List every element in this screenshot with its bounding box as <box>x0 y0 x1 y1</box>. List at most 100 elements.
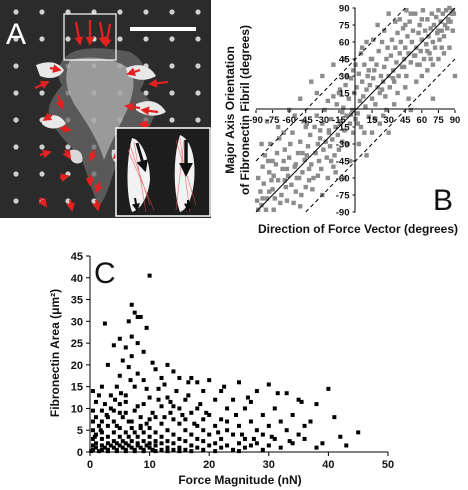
chart-b-point <box>303 124 308 130</box>
chart-c-point <box>207 432 212 437</box>
chart-b-point <box>418 48 423 54</box>
chart-b-point <box>292 113 297 118</box>
chart-b-x-tick-label: 30 <box>383 115 394 126</box>
chart-b-point <box>279 192 284 198</box>
chart-c-point <box>147 273 152 278</box>
chart-c-point <box>132 384 137 389</box>
chart-c-point <box>159 441 164 446</box>
chart-b-point <box>408 11 413 16</box>
chart-b-point <box>356 71 362 76</box>
chart-c-point <box>171 417 176 422</box>
chart-c-point <box>171 404 176 409</box>
chart-c-point <box>239 432 244 437</box>
chart-b-point <box>391 102 397 107</box>
chart-c-y-tick-label: 20 <box>71 360 83 372</box>
chart-c-point <box>132 408 137 413</box>
chart-b-point <box>298 204 303 209</box>
chart-b-point <box>439 28 444 33</box>
micropost <box>13 9 19 15</box>
chart-b-point <box>406 51 411 56</box>
chart-b-point <box>282 178 287 183</box>
chart-c-point <box>105 434 110 439</box>
chart-c-point <box>231 447 236 452</box>
chart-b-point <box>265 158 271 164</box>
chart-b-point <box>407 19 412 24</box>
chart-b-point <box>393 19 398 24</box>
chart-b-point <box>316 158 322 164</box>
chart-c-point <box>96 423 101 428</box>
chart-c-point <box>231 397 236 402</box>
chart-c-point <box>99 443 104 448</box>
chart-c-point <box>144 325 149 330</box>
chart-b-point <box>336 90 342 96</box>
micropost <box>195 36 201 42</box>
chart-b-y-tick-label: -15 <box>336 123 350 134</box>
chart-c-point <box>114 441 119 446</box>
chart-c-point <box>171 447 176 452</box>
chart-c-point <box>93 441 98 446</box>
chart-c-point <box>195 406 200 411</box>
chart-b-point <box>262 153 268 158</box>
chart-c-point <box>213 397 218 402</box>
chart-c-point <box>314 445 319 450</box>
micropost <box>195 9 201 15</box>
force-arrow <box>102 23 112 48</box>
chart-c-point <box>105 441 110 446</box>
chart-c-point <box>147 445 152 450</box>
chart-b-point <box>311 175 316 181</box>
chart-b-point <box>355 111 360 116</box>
chart-c-point <box>260 432 265 437</box>
chart-b-y-tick-label: 45 <box>339 55 350 66</box>
chart-c-point <box>150 410 155 415</box>
chart-c-point <box>356 430 361 435</box>
panel-b-chart: -90 -75 -60 -45 -30 -15 15 30 45 60 75 90 907560453… <box>223 4 460 237</box>
chart-c-point <box>138 423 143 428</box>
chart-c-y-tick-label: 0 <box>77 447 83 459</box>
inset-arrow-small-left <box>132 197 140 212</box>
chart-b-point <box>436 56 441 62</box>
chart-b-point <box>304 121 310 126</box>
chart-c-point <box>242 406 247 411</box>
chart-b-point <box>446 19 451 24</box>
chart-c-point <box>141 378 146 383</box>
chart-c-point <box>219 445 224 450</box>
chart-c-point <box>278 419 283 424</box>
chart-b-point <box>358 124 364 130</box>
chart-b-x-tick-label: -75 <box>266 115 280 126</box>
chart-c-point <box>302 436 307 441</box>
chart-c-point <box>123 393 128 398</box>
chart-c-point <box>114 449 119 454</box>
chart-b-point <box>330 137 335 142</box>
chart-b-point <box>430 96 436 101</box>
chart-b-point <box>275 178 281 183</box>
chart-c-point <box>93 415 98 420</box>
chart-b-point <box>373 116 378 122</box>
chart-c-point <box>132 430 137 435</box>
chart-b-x-tick-label: -60 <box>282 115 296 126</box>
chart-b-point <box>342 56 347 62</box>
chart-c-point <box>108 443 113 448</box>
chart-b-point <box>332 153 337 158</box>
chart-b-point <box>286 155 292 160</box>
micropost <box>91 36 97 42</box>
chart-b-point <box>390 68 396 73</box>
chart-c-point <box>177 445 182 450</box>
chart-b-point <box>386 130 391 135</box>
chart-b-y-tick-label: 30 <box>339 72 350 83</box>
chart-c-point <box>93 445 98 450</box>
chart-b-point <box>302 157 307 163</box>
force-arrow <box>62 149 71 160</box>
chart-b-point <box>448 19 453 24</box>
chart-b-point <box>301 119 306 124</box>
chart-b-point <box>264 119 270 124</box>
chart-c-point <box>165 428 170 433</box>
chart-c-point <box>165 395 170 400</box>
chart-c-point <box>105 449 110 454</box>
chart-b-point <box>314 113 320 118</box>
chart-c-point <box>165 362 170 367</box>
chart-c-point <box>159 404 164 409</box>
chart-c-point <box>254 389 259 394</box>
chart-b-point <box>382 28 387 33</box>
chart-b-point <box>336 147 342 152</box>
chart-c-point <box>108 393 113 398</box>
